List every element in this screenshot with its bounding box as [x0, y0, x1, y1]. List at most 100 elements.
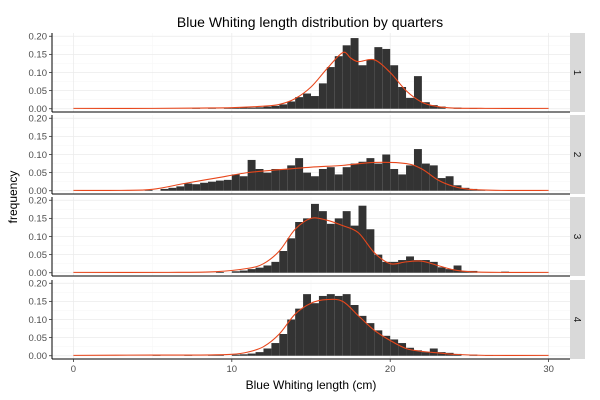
histogram-bar: [437, 352, 446, 356]
histogram-bar: [295, 222, 304, 273]
histogram-bar: [303, 93, 311, 109]
histogram-bar: [358, 315, 367, 356]
histogram-bar: [366, 59, 375, 109]
histogram-bar: [295, 308, 304, 356]
histogram-bar: [413, 149, 422, 191]
histogram-bar: [295, 158, 304, 191]
histogram-bar: [413, 76, 422, 109]
histogram-bar: [326, 67, 335, 109]
facet-strip: [570, 33, 585, 112]
facet-strip: [570, 115, 585, 194]
histogram-bar: [279, 333, 288, 356]
histogram-bar: [334, 174, 343, 191]
histogram-bar: [318, 168, 327, 191]
histogram-bar: [421, 352, 430, 356]
y-tick-label: 0.00: [29, 104, 48, 115]
facet-panels: 0.00 0.05 0.10 0.15 0.20 1 0.00 0.05 0.10 0.15 0.2…: [29, 32, 585, 362]
chart-title: Blue Whiting length distribution by quar…: [177, 14, 443, 30]
histogram-bar: [255, 352, 264, 356]
histogram-bar: [303, 294, 311, 356]
x-tick-label: 10: [227, 364, 238, 375]
x-tick-label: 30: [543, 364, 554, 375]
y-tick-label: 0.20: [29, 279, 48, 290]
histogram-bar: [279, 250, 288, 273]
histogram-bar: [311, 176, 319, 191]
histogram-bar: [390, 65, 399, 109]
histogram-bar: [192, 184, 201, 191]
y-tick-label: 0.05: [29, 250, 48, 261]
histogram-bar: [413, 350, 422, 356]
histogram-bar: [445, 176, 454, 191]
histogram-bar: [374, 330, 383, 356]
histogram-bar: [413, 260, 422, 273]
histogram-bar: [406, 165, 414, 191]
histogram-bar: [231, 108, 240, 109]
histogram-bar: [303, 218, 311, 273]
histogram-bar: [429, 105, 438, 109]
histogram-bar: [311, 303, 319, 356]
histogram-bar: [374, 254, 383, 273]
facet-strip: [570, 197, 585, 276]
histogram-bar: [366, 158, 375, 191]
facet-strip-label: 3: [571, 234, 582, 240]
histogram-bar: [223, 179, 232, 191]
y-tick-label: 0.15: [29, 132, 48, 143]
histogram-bar: [326, 294, 335, 356]
facet-strip-label: 1: [571, 70, 582, 76]
histogram-bar: [382, 48, 391, 109]
y-tick-label: 0.10: [29, 232, 48, 243]
y-tick-label: 0.15: [29, 297, 48, 308]
density-smooth-line: [73, 51, 549, 109]
histogram-bar: [271, 168, 280, 191]
facet-panel-4: 0.00 0.05 0.10 0.15 0.20 4: [29, 279, 585, 362]
histogram-bar: [263, 265, 272, 273]
histogram-bar: [231, 354, 240, 356]
histogram-bar: [326, 223, 335, 273]
histogram-bar: [429, 261, 438, 273]
y-tick-label: 0.00: [29, 268, 48, 279]
histogram-bar: [208, 181, 216, 191]
histogram-bar: [231, 174, 240, 191]
histogram-bar: [318, 295, 327, 356]
histogram-bar: [334, 295, 343, 356]
histogram-bar: [239, 176, 248, 191]
histogram-bar: [382, 261, 391, 273]
y-tick-label: 0.10: [29, 315, 48, 326]
histogram-bar: [342, 294, 351, 356]
histogram-bar: [318, 211, 327, 273]
histogram-bar: [215, 180, 224, 191]
histogram-bar: [437, 178, 446, 191]
histogram-bar: [176, 186, 185, 191]
x-axis-title: Blue Whiting length (cm): [246, 378, 377, 392]
histogram-bar: [239, 270, 248, 273]
density-smooth-line: [73, 298, 549, 357]
histogram-bar: [350, 305, 359, 356]
histogram-bar: [271, 105, 280, 109]
histogram-bar: [318, 83, 327, 109]
histogram-bar: [398, 260, 407, 273]
histogram-bar: [342, 167, 351, 191]
y-tick-label: 0.10: [29, 68, 48, 79]
histogram-bar: [437, 267, 446, 273]
histogram-bar: [350, 163, 359, 191]
histogram-bar: [168, 187, 177, 191]
facet-strip: [570, 280, 585, 359]
histogram-bar: [358, 161, 367, 191]
histogram-bar: [287, 238, 296, 273]
histogram-bar: [390, 168, 399, 191]
histogram-bar: [453, 185, 462, 191]
y-tick-label: 0.10: [29, 150, 48, 161]
histogram-bar: [453, 265, 462, 273]
histogram-bar: [421, 102, 430, 109]
y-tick-label: 0.20: [29, 196, 48, 207]
histogram-bar: [255, 267, 264, 273]
facet-strip-label: 4: [571, 317, 582, 323]
histogram-bar: [287, 165, 296, 191]
histogram-bar: [406, 256, 414, 273]
histogram-bar: [287, 319, 296, 356]
x-tick-label: 0: [71, 364, 76, 375]
histogram-bar: [350, 225, 359, 273]
y-tick-label: 0.05: [29, 86, 48, 97]
histogram-bar: [271, 261, 280, 273]
